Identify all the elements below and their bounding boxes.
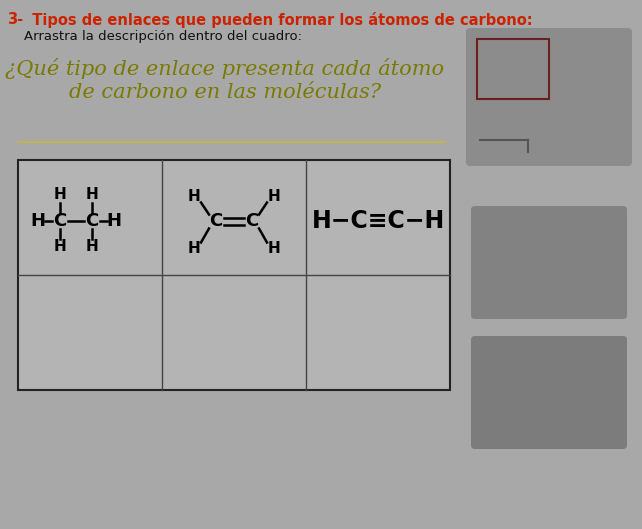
Text: Arrastra la descripción dentro del cuadro:: Arrastra la descripción dentro del cuadr… — [7, 30, 302, 43]
Text: H: H — [107, 212, 121, 230]
Text: ¿Qué tipo de enlace presenta cada átomo: ¿Qué tipo de enlace presenta cada átomo — [5, 58, 444, 79]
Text: C: C — [85, 212, 99, 230]
Text: C: C — [53, 212, 67, 230]
Text: H−C≡C−H: H−C≡C−H — [311, 208, 445, 233]
Text: C: C — [209, 212, 223, 230]
Text: de carbono en las moléculas?: de carbono en las moléculas? — [69, 83, 381, 102]
Text: H: H — [85, 187, 98, 202]
Text: Tipos de enlaces que pueden formar los átomos de carbono:: Tipos de enlaces que pueden formar los á… — [22, 12, 533, 28]
Text: H: H — [187, 241, 200, 256]
Bar — [477, 39, 549, 99]
Text: H: H — [187, 189, 200, 204]
FancyBboxPatch shape — [471, 206, 627, 319]
Text: H: H — [268, 189, 281, 204]
Text: H: H — [54, 239, 66, 254]
Text: H: H — [268, 241, 281, 256]
Text: H: H — [31, 212, 46, 230]
FancyBboxPatch shape — [466, 28, 632, 166]
Bar — [18, 160, 450, 390]
Text: H: H — [54, 187, 66, 202]
Text: 3-: 3- — [7, 12, 23, 27]
Text: H: H — [85, 239, 98, 254]
Text: C: C — [245, 212, 259, 230]
FancyBboxPatch shape — [471, 336, 627, 449]
